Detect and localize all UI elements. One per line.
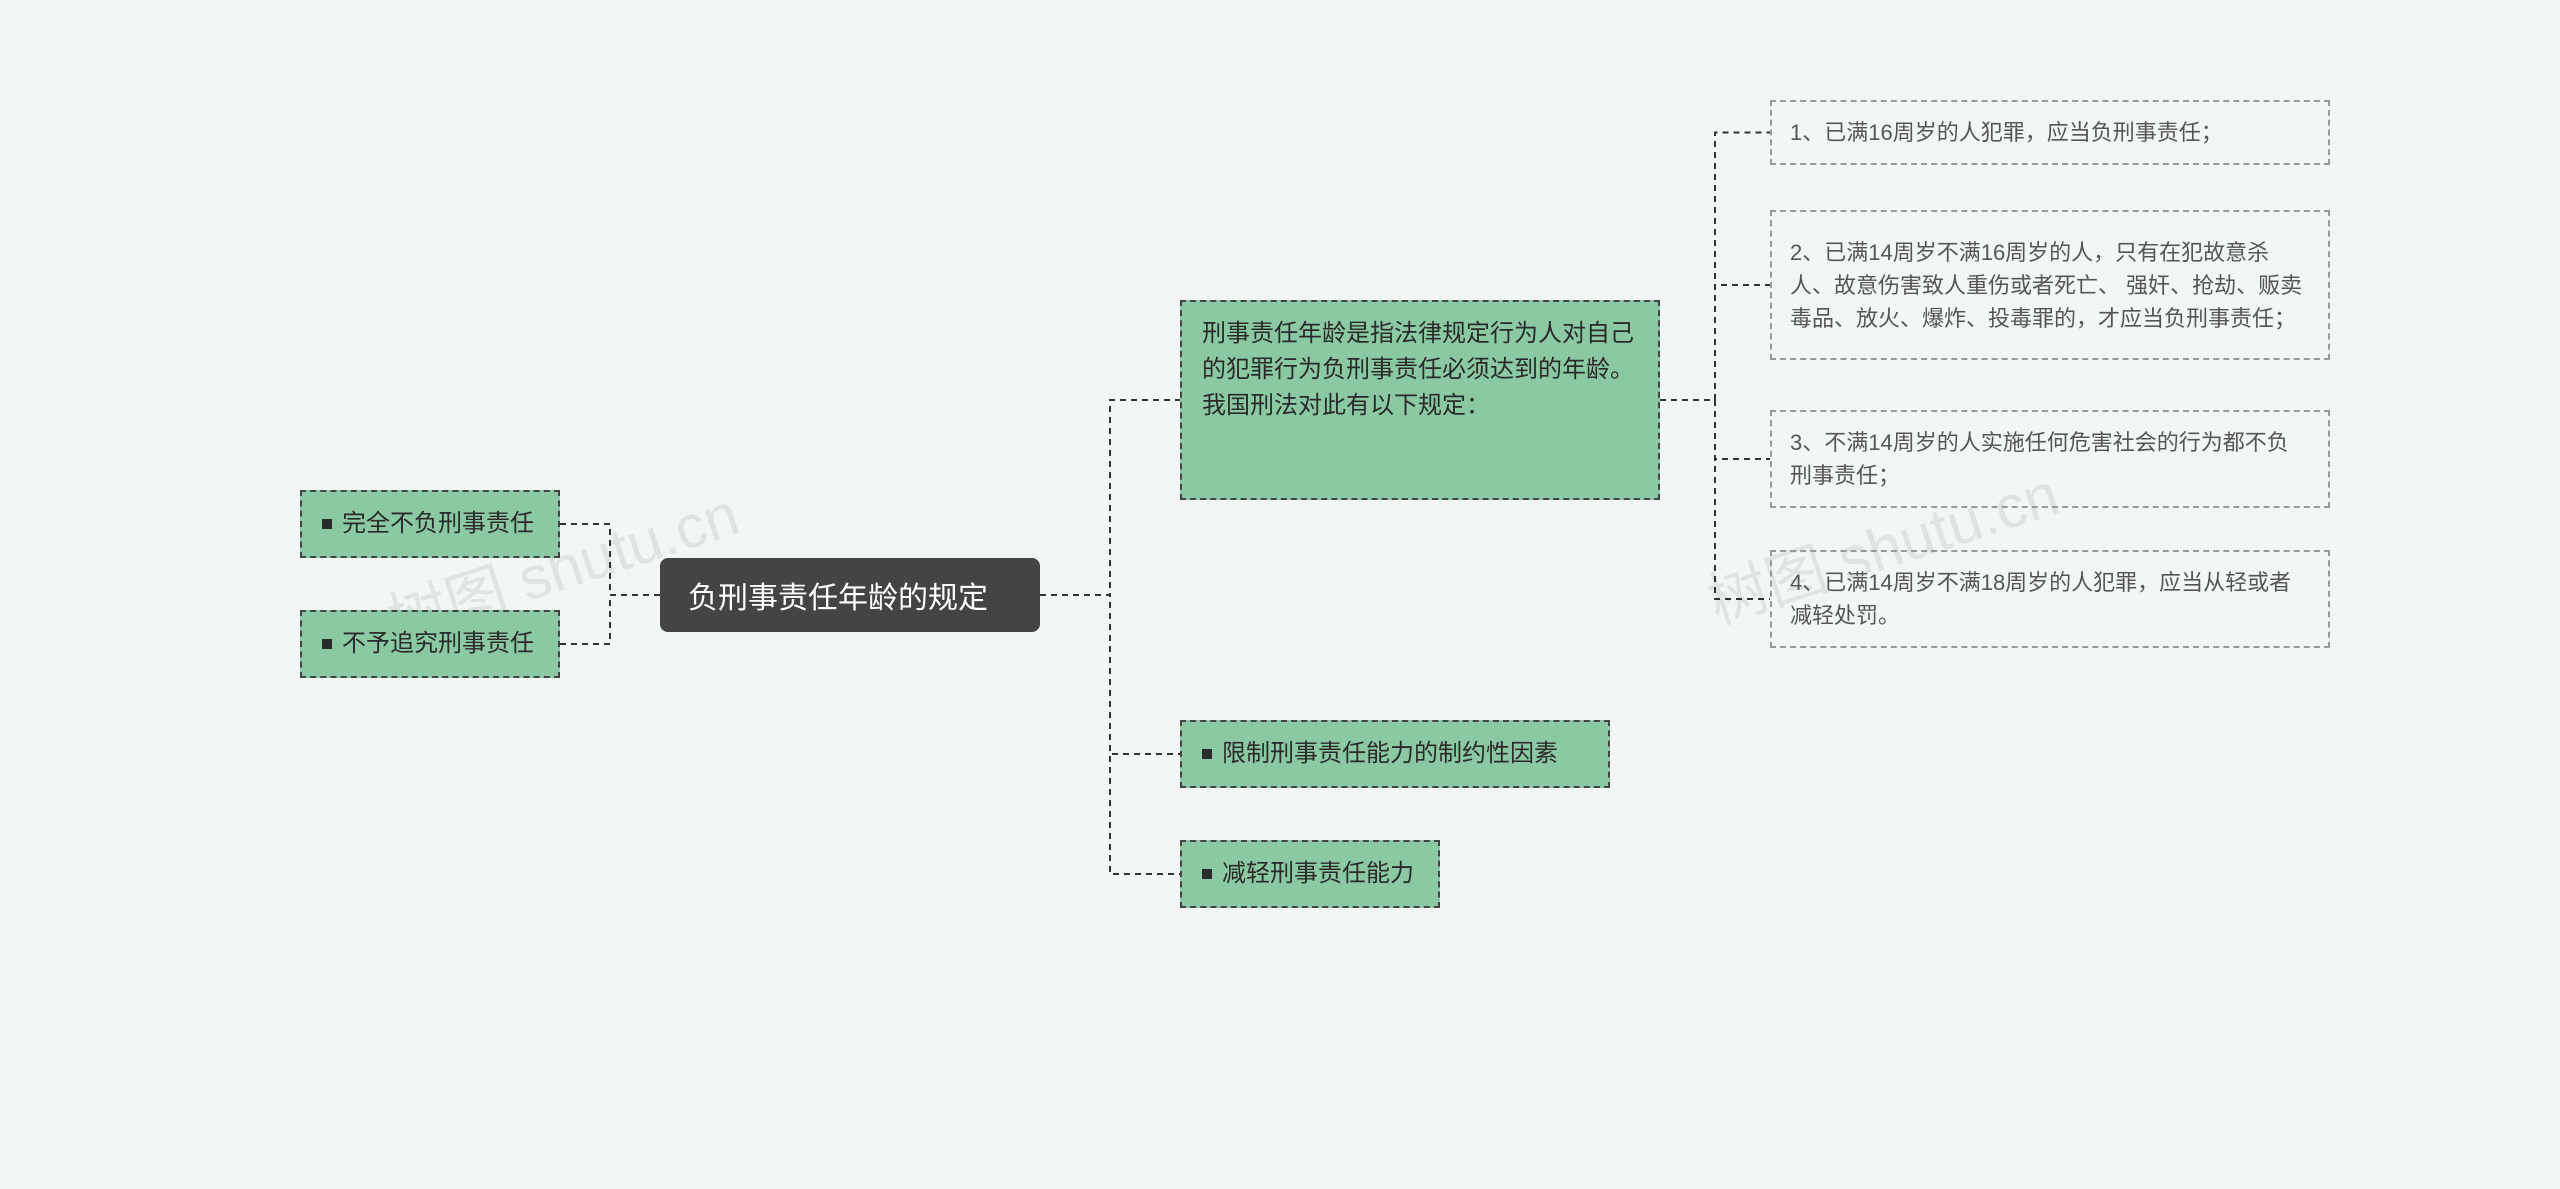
connector xyxy=(1040,595,1180,874)
branch-r2[interactable]: 限制刑事责任能力的制约性因素 xyxy=(1180,720,1610,788)
branch-label: 减轻刑事责任能力 xyxy=(1222,856,1414,892)
leaf-label: 2、已满14周岁不满16周岁的人，只有在犯故意杀人、故意伤害致人重伤或者死亡、 … xyxy=(1790,236,2310,335)
branch-l1[interactable]: 完全不负刑事责任 xyxy=(300,490,560,558)
branch-r3[interactable]: 减轻刑事责任能力 xyxy=(1180,840,1440,908)
branch-label: 限制刑事责任能力的制约性因素 xyxy=(1222,736,1558,772)
connector xyxy=(1040,595,1180,754)
branch-label: 刑事责任年龄是指法律规定行为人对自己的犯罪行为负刑事责任必须达到的年龄。我国刑法… xyxy=(1202,316,1638,424)
connector xyxy=(560,595,660,644)
connector xyxy=(560,524,660,595)
connector xyxy=(1660,400,1770,599)
branch-label: 不予追究刑事责任 xyxy=(342,626,534,662)
bullet-icon xyxy=(1202,749,1212,759)
leaf-lf2[interactable]: 2、已满14周岁不满16周岁的人，只有在犯故意杀人、故意伤害致人重伤或者死亡、 … xyxy=(1770,210,2330,360)
leaf-label: 4、已满14周岁不满18周岁的人犯罪，应当从轻或者减轻处罚。 xyxy=(1790,566,2310,632)
leaf-lf4[interactable]: 4、已满14周岁不满18周岁的人犯罪，应当从轻或者减轻处罚。 xyxy=(1770,550,2330,648)
connector xyxy=(1660,133,1770,401)
leaf-label: 1、已满16周岁的人犯罪，应当负刑事责任； xyxy=(1790,116,2223,149)
leaf-lf3[interactable]: 3、不满14周岁的人实施任何危害社会的行为都不负刑事责任； xyxy=(1770,410,2330,508)
connector xyxy=(1660,400,1770,459)
root-label: 负刑事责任年龄的规定 xyxy=(688,573,988,617)
leaf-label: 3、不满14周岁的人实施任何危害社会的行为都不负刑事责任； xyxy=(1790,426,2310,492)
bullet-icon xyxy=(322,519,332,529)
connector xyxy=(1040,400,1180,595)
root-node[interactable]: 负刑事责任年龄的规定 xyxy=(660,558,1040,632)
branch-l2[interactable]: 不予追究刑事责任 xyxy=(300,610,560,678)
branch-r1[interactable]: 刑事责任年龄是指法律规定行为人对自己的犯罪行为负刑事责任必须达到的年龄。我国刑法… xyxy=(1180,300,1660,500)
bullet-icon xyxy=(1202,869,1212,879)
leaf-lf1[interactable]: 1、已满16周岁的人犯罪，应当负刑事责任； xyxy=(1770,100,2330,165)
branch-label: 完全不负刑事责任 xyxy=(342,506,534,542)
connector xyxy=(1660,285,1770,400)
bullet-icon xyxy=(322,639,332,649)
